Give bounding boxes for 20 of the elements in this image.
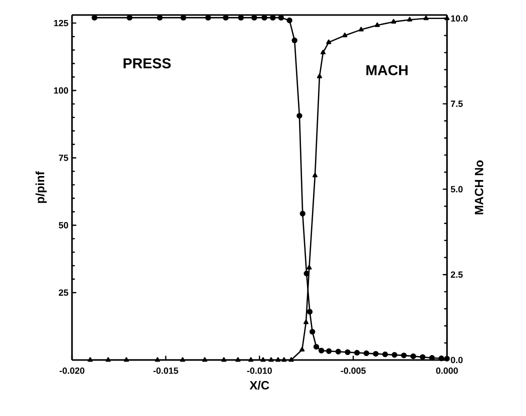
text: PRESS [124,58,171,68]
y2-tick-label: 5.0 [450,186,463,192]
y2-tick-label: 2.5 [450,271,463,278]
y-tick-label: 100 [54,87,68,94]
x-tick-label: -0.015 [153,368,178,374]
y-tick-label: 25 [58,289,68,296]
x-tick-label: -0.020 [60,368,84,374]
y-axis-title: p/pinf [36,171,47,203]
y-tick-label: 75 [58,154,68,161]
y-tick-label: 50 [58,222,68,228]
x-axis-title: X/C [250,380,270,390]
x-tick-label: 0.000 [436,368,458,374]
y2-tick-label: 0.0 [450,356,463,364]
y2-tick-label: 7.5 [450,100,463,107]
y2-tick-label: 10.0 [451,15,468,22]
x-tick-label: -0.010 [247,368,272,374]
x-tick-label: -0.005 [340,368,366,374]
y2-axis-title: MACH No [474,160,484,214]
text: MACH [366,65,408,76]
y-tick-label: 125 [54,20,68,26]
